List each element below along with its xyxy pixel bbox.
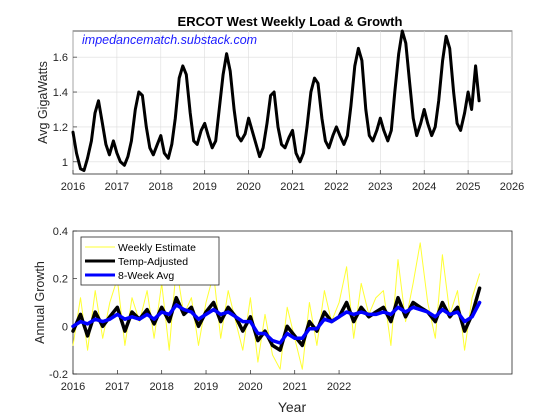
load-x-tick-label: 2025 (456, 181, 480, 193)
8-week-avg-series-line (71, 300, 482, 345)
load-gridlines (72, 31, 513, 174)
legend: Weekly Estimate Temp-Adjusted 8-Week Avg (80, 236, 220, 286)
load-y-axis-label: Avg GigaWatts (36, 61, 50, 144)
load-y-tick-label: 1.6 (53, 52, 68, 64)
load-x-tick-label: 2023 (368, 181, 392, 193)
load-x-tick-label: 2018 (149, 181, 173, 193)
source-annotation: impedancematch.substack.com (82, 33, 257, 47)
growth-y-axis: -0.2 0 0.2 0.4 (49, 226, 77, 381)
growth-x-tick-label: 2022 (327, 381, 351, 393)
growth-x-tick-label: 2020 (238, 381, 262, 393)
legend-label-weekly-estimate: Weekly Estimate (118, 242, 196, 254)
growth-x-tick-label: 2021 (282, 381, 306, 393)
growth-y-tick-label: -0.2 (49, 369, 68, 381)
load-y-tick-label: 1.2 (53, 122, 68, 134)
load-x-tick-label: 2017 (105, 181, 129, 193)
growth-chart: 2016 2017 2018 2019 2020 2021 2022 -0.2 0 0.2 0.4… (33, 226, 513, 415)
load-y-tick-label: 1 (62, 157, 68, 169)
growth-x-tick-label: 2018 (149, 381, 173, 393)
growth-x-axis: 2016 2017 2018 2019 2020 2021 2022 (61, 370, 351, 393)
growth-y-tick-label: 0.4 (53, 226, 68, 238)
load-x-tick-label: 2024 (412, 181, 436, 193)
legend-label-temp-adjusted: Temp-Adjusted (118, 256, 188, 268)
load-x-tick-label: 2022 (324, 181, 348, 193)
growth-y-tick-label: 0.2 (53, 274, 68, 286)
load-x-axis: 2016 2017 2018 2019 2020 2021 2022 2023 2024 2025… (61, 170, 524, 193)
load-x-tick-label: 2019 (192, 181, 216, 193)
growth-x-axis-label: Year (278, 399, 307, 415)
growth-y-tick-label: 0 (62, 321, 68, 333)
legend-label-8-week-avg: 8-Week Avg (118, 270, 174, 282)
growth-series (71, 242, 482, 370)
growth-x-tick-label: 2017 (105, 381, 129, 393)
load-x-tick-label: 2016 (61, 181, 85, 193)
growth-y-axis-label: Annual Growth (33, 261, 47, 344)
growth-x-tick-label: 2019 (194, 381, 218, 393)
load-x-tick-label: 2026 (500, 181, 524, 193)
load-series-line (71, 29, 481, 172)
load-series (71, 29, 481, 172)
chart-title: ERCOT West Weekly Load & Growth (178, 14, 403, 29)
load-y-tick-label: 1.4 (53, 87, 68, 99)
load-chart: ERCOT West Weekly Load & Growth 2016 2017… (36, 14, 524, 193)
load-y-axis: 1 1.2 1.4 1.6 (53, 52, 77, 169)
load-x-tick-label: 2020 (236, 181, 260, 193)
growth-x-tick-label: 2016 (61, 381, 85, 393)
load-x-tick-label: 2021 (280, 181, 304, 193)
